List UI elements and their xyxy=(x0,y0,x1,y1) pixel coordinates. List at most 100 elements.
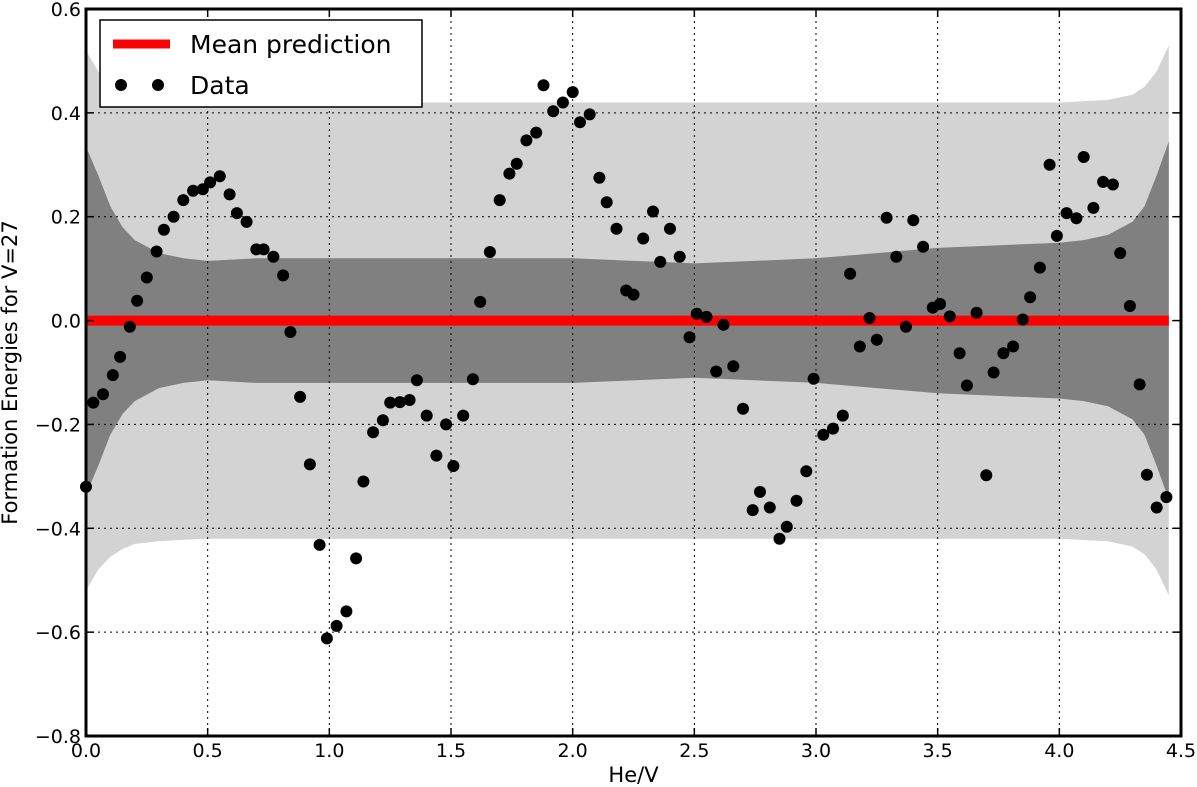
data-point xyxy=(240,215,253,228)
data-point xyxy=(537,79,550,92)
data-point xyxy=(727,360,740,373)
tick-labels: 0.0 0.5 1.0 1.5 2.0 2.5 3.0 3.5 4.0 4.5 −0.8 −0.6 −0… xyxy=(35,0,1196,762)
data-point xyxy=(953,347,966,360)
data-point xyxy=(690,307,703,320)
data-point xyxy=(1060,207,1073,220)
data-point xyxy=(566,86,579,99)
data-point xyxy=(1140,468,1153,481)
legend-mean-prediction-label: Mean prediction xyxy=(190,30,392,59)
data-point xyxy=(673,250,686,263)
data-point xyxy=(177,194,190,207)
data-point xyxy=(943,310,956,323)
data-point xyxy=(987,366,1000,379)
data-point xyxy=(403,394,416,406)
plot-frame xyxy=(84,7,1183,738)
data-point xyxy=(284,326,297,338)
x-tick-label: 0.0 xyxy=(71,740,101,762)
data-point xyxy=(960,379,973,392)
data-point xyxy=(807,372,820,385)
data-point xyxy=(637,232,650,245)
data-point xyxy=(600,196,613,209)
data-point xyxy=(213,170,226,183)
data-point xyxy=(647,205,659,218)
data-point xyxy=(880,211,893,224)
data-point xyxy=(87,396,100,409)
data-point xyxy=(610,222,623,235)
data-point xyxy=(547,105,560,118)
data-point xyxy=(447,460,460,472)
x-tick-label: 3.5 xyxy=(923,740,953,762)
data-point xyxy=(313,538,326,551)
data-point xyxy=(1106,178,1119,191)
data-point xyxy=(574,116,586,129)
data-point xyxy=(627,288,640,301)
data-point xyxy=(654,255,667,268)
data-point xyxy=(493,194,506,207)
data-point xyxy=(187,184,200,197)
data-point xyxy=(827,422,839,435)
data-point xyxy=(664,222,676,235)
legend-box xyxy=(99,19,423,108)
data-point xyxy=(430,449,443,462)
x-tick-label: 2.5 xyxy=(679,740,709,762)
data-point xyxy=(303,458,316,471)
data-point xyxy=(157,223,170,236)
data-point xyxy=(790,494,803,507)
data-point xyxy=(737,402,749,415)
data-point xyxy=(970,306,983,319)
data-point xyxy=(1114,247,1127,260)
data-point xyxy=(746,504,759,517)
data-point xyxy=(853,340,866,353)
y-tick-label: −0.2 xyxy=(35,414,81,436)
data-point xyxy=(1097,175,1110,188)
data-point xyxy=(763,501,776,514)
data-point xyxy=(1150,501,1163,514)
data-point xyxy=(773,532,786,545)
x-tick-label: 1.5 xyxy=(436,740,466,762)
data-point xyxy=(230,207,243,220)
data-point xyxy=(503,167,516,180)
data-point xyxy=(1160,491,1173,504)
data-point xyxy=(997,347,1010,360)
data-point xyxy=(980,469,993,482)
data-point xyxy=(844,267,857,280)
data-point xyxy=(700,310,713,323)
data-point xyxy=(870,333,883,346)
grid xyxy=(86,9,1181,736)
data-point xyxy=(530,126,543,139)
y-tick-label: −0.6 xyxy=(35,622,81,644)
data-point xyxy=(294,390,307,403)
data-point xyxy=(167,210,180,223)
data-point xyxy=(583,108,596,121)
data-point xyxy=(97,388,109,401)
data-point xyxy=(934,298,947,310)
data-point xyxy=(384,396,397,409)
data-point xyxy=(131,294,144,307)
x-tick-label: 2.0 xyxy=(558,740,588,762)
data-point xyxy=(320,632,333,645)
y-tick-label: −0.8 xyxy=(35,726,81,748)
data-point xyxy=(367,426,380,439)
data-point xyxy=(710,365,723,378)
data-point xyxy=(350,552,363,565)
data-point xyxy=(593,171,606,184)
legend-data-label: Data xyxy=(190,71,250,100)
data-point xyxy=(817,428,830,441)
data-points xyxy=(80,79,1173,645)
data-point xyxy=(1123,300,1136,312)
data-point xyxy=(257,243,270,256)
data-point xyxy=(150,245,163,258)
data-point xyxy=(277,269,290,282)
data-point xyxy=(1070,212,1083,225)
data-point xyxy=(1033,261,1046,274)
legend-data-marker xyxy=(152,79,164,91)
y-tick-label: 0.4 xyxy=(51,103,81,125)
legend: Mean prediction Data xyxy=(99,19,423,108)
x-axis-label: He/V xyxy=(608,763,659,787)
data-point xyxy=(330,619,343,632)
data-point xyxy=(754,485,766,498)
data-point xyxy=(420,409,433,422)
data-point xyxy=(1133,378,1146,391)
data-point xyxy=(376,414,389,427)
